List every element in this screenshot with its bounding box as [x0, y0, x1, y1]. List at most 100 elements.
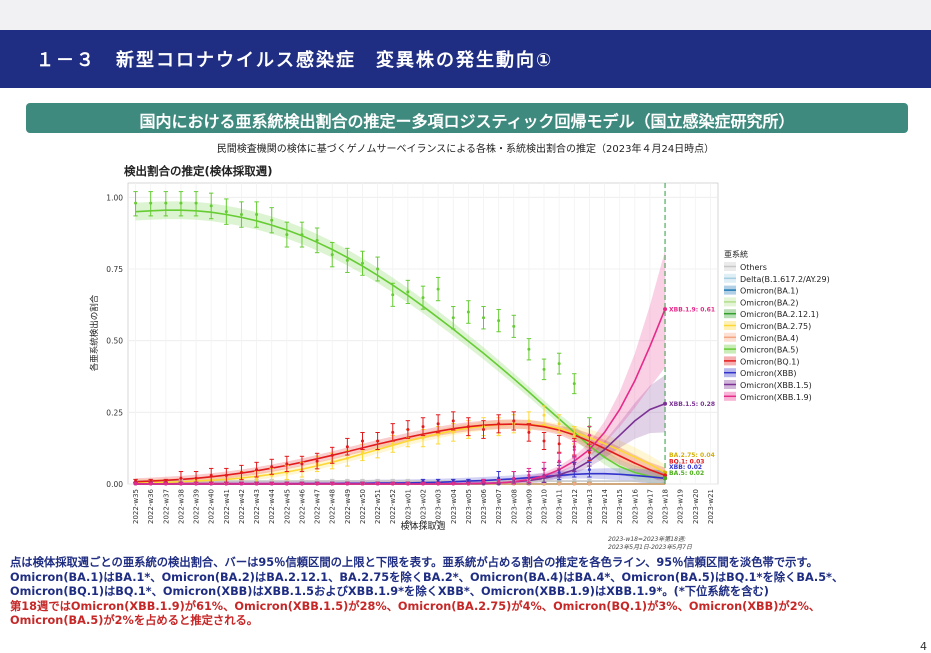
data-point: [497, 479, 501, 483]
slide-title: １－３ 新型コロナウイルス感染症 変異株の発生動向①: [36, 50, 554, 71]
x-tick-label: 2022-w37: [162, 489, 170, 524]
data-point: [134, 201, 138, 205]
data-point: [557, 362, 561, 366]
data-point: [315, 238, 319, 242]
x-tick-label: 2023-w20: [692, 489, 700, 524]
data-point: [179, 476, 183, 480]
data-point: [224, 473, 228, 477]
data-point: [542, 439, 546, 443]
legend-label: Others: [740, 263, 767, 272]
data-point: [451, 419, 455, 423]
data-point: [194, 482, 198, 486]
x-tick-label: 2022-w48: [329, 489, 337, 524]
data-point: [149, 201, 153, 205]
data-point: [134, 482, 138, 486]
end-point: [663, 473, 668, 478]
end-point: [663, 401, 668, 406]
data-point: [315, 459, 319, 463]
end-point: [663, 476, 668, 481]
data-point: [542, 367, 546, 371]
data-point: [224, 482, 228, 486]
error-bars: [133, 191, 592, 486]
data-point: [557, 442, 561, 446]
line-Omicron(XBB.1.9): [135, 308, 666, 485]
end-label: BA.5: 0.02: [669, 470, 704, 477]
data-point: [436, 287, 440, 291]
data-point: [557, 482, 561, 486]
data-point: [421, 296, 425, 300]
estimate-lines: [135, 209, 666, 485]
data-point: [149, 482, 153, 486]
x-tick-label: 2023-w11: [556, 489, 564, 524]
data-point: [466, 310, 470, 314]
legend-label: Omicron(BQ.1): [740, 357, 799, 366]
data-point: [391, 482, 395, 486]
data-point: [557, 422, 561, 426]
data-point: [255, 476, 259, 480]
x-tick-label: 2022-w51: [374, 489, 382, 524]
data-point: [497, 319, 501, 323]
data-point: [406, 290, 410, 294]
x-tick-label: 2022-w43: [253, 489, 261, 524]
data-point: [255, 482, 259, 486]
data-point: [376, 439, 380, 443]
x-tick-label: 2023-w02: [420, 489, 428, 524]
top-strip: [0, 0, 931, 30]
band-Omicron(BA.5): [135, 201, 666, 484]
data-point: [572, 462, 576, 466]
data-point: [527, 347, 531, 351]
line-Omicron(BQ.1): [135, 423, 666, 483]
data-point: [194, 201, 198, 205]
x-tick-label: 2023-w21: [707, 489, 715, 524]
data-point: [572, 448, 576, 452]
data-point: [330, 482, 334, 486]
data-point: [209, 482, 213, 486]
data-point: [300, 462, 304, 466]
y-tick-label: 0.00: [106, 480, 123, 489]
data-point: [345, 482, 349, 486]
x-tick-label: 2022-w35: [132, 489, 140, 524]
data-point: [315, 482, 319, 486]
data-point: [542, 413, 546, 417]
note-line-2: Omicron(BA.1)はBA.1*、Omicron(BA.2)はBA.2.1…: [10, 570, 844, 584]
data-point: [164, 201, 168, 205]
data-point: [209, 204, 213, 208]
data-point: [376, 482, 380, 486]
data-point: [406, 482, 410, 486]
end-label: XBB.1.5: 0.28: [669, 401, 715, 408]
data-point: [421, 436, 425, 440]
end-point: [663, 470, 668, 475]
x-tick-label: 2023-w19: [677, 489, 685, 524]
data-point: [497, 422, 501, 426]
x-tick-label: 2023-w10: [541, 489, 549, 524]
data-point: [255, 213, 259, 217]
data-point: [360, 261, 364, 265]
note-line-3: Omicron(BQ.1)はBQ.1*、Omicron(XBB)はXBB.1.5…: [10, 585, 769, 598]
x-axis: 2022-w35 2022-w36 2022-w37 2022-w38 2022-w39…: [132, 488, 715, 524]
x-tick-label: 2023-w09: [525, 489, 533, 524]
data-point: [466, 482, 470, 486]
data-point: [527, 473, 531, 477]
data-point: [345, 445, 349, 449]
x-tick-label: 2022-w38: [177, 489, 185, 524]
band-Omicron(BQ.1): [135, 419, 666, 484]
data-point: [572, 433, 576, 437]
data-point: [239, 471, 243, 475]
x-tick-label: 2023-w07: [495, 489, 503, 524]
x-tick-label: 2023-w08: [510, 489, 518, 524]
data-point: [587, 482, 591, 486]
data-point: [330, 453, 334, 457]
end-point: [663, 307, 668, 312]
data-point: [391, 293, 395, 297]
x-tick-label: 2022-w42: [238, 489, 246, 524]
x-tick-label: 2023-w04: [450, 488, 458, 524]
chart-title: 検出割合の推定(検体採取週): [124, 164, 273, 178]
data-point: [466, 425, 470, 429]
data-point: [527, 430, 531, 434]
data-point: [482, 479, 486, 483]
x-tick-label: 2023-w13: [586, 489, 594, 524]
data-point: [239, 482, 243, 486]
data-point: [406, 428, 410, 432]
y-tick-label: 0.50: [106, 337, 123, 346]
